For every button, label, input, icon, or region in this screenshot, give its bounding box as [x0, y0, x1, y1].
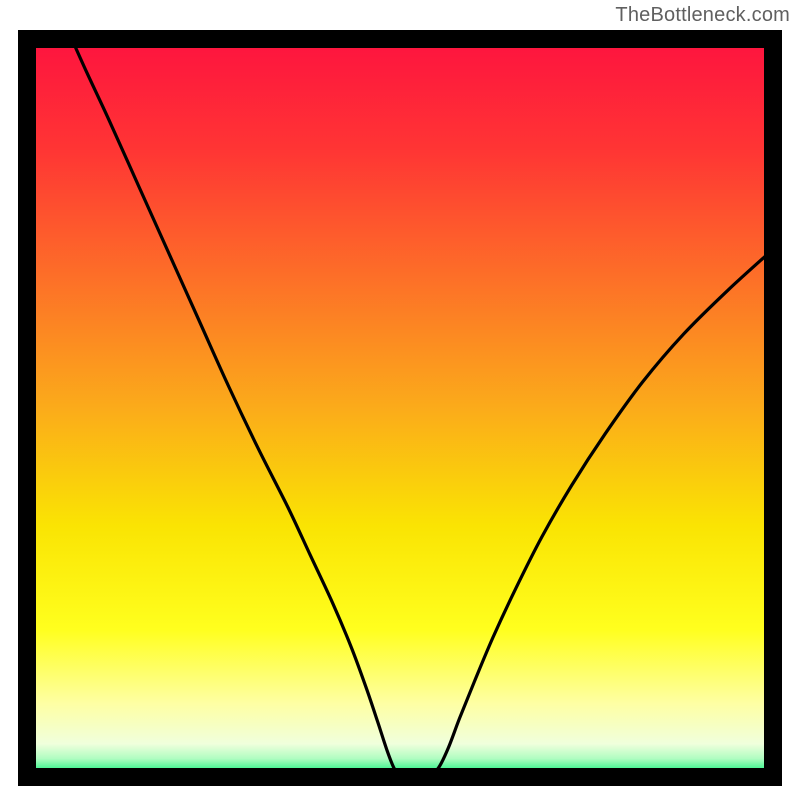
bottleneck-curve-chart — [0, 0, 800, 800]
plot-area — [27, 39, 773, 780]
gradient-background — [27, 39, 773, 777]
watermark-text: TheBottleneck.com — [615, 4, 790, 27]
chart-container: { "watermark": { "text": "TheBottleneck.… — [0, 0, 800, 800]
